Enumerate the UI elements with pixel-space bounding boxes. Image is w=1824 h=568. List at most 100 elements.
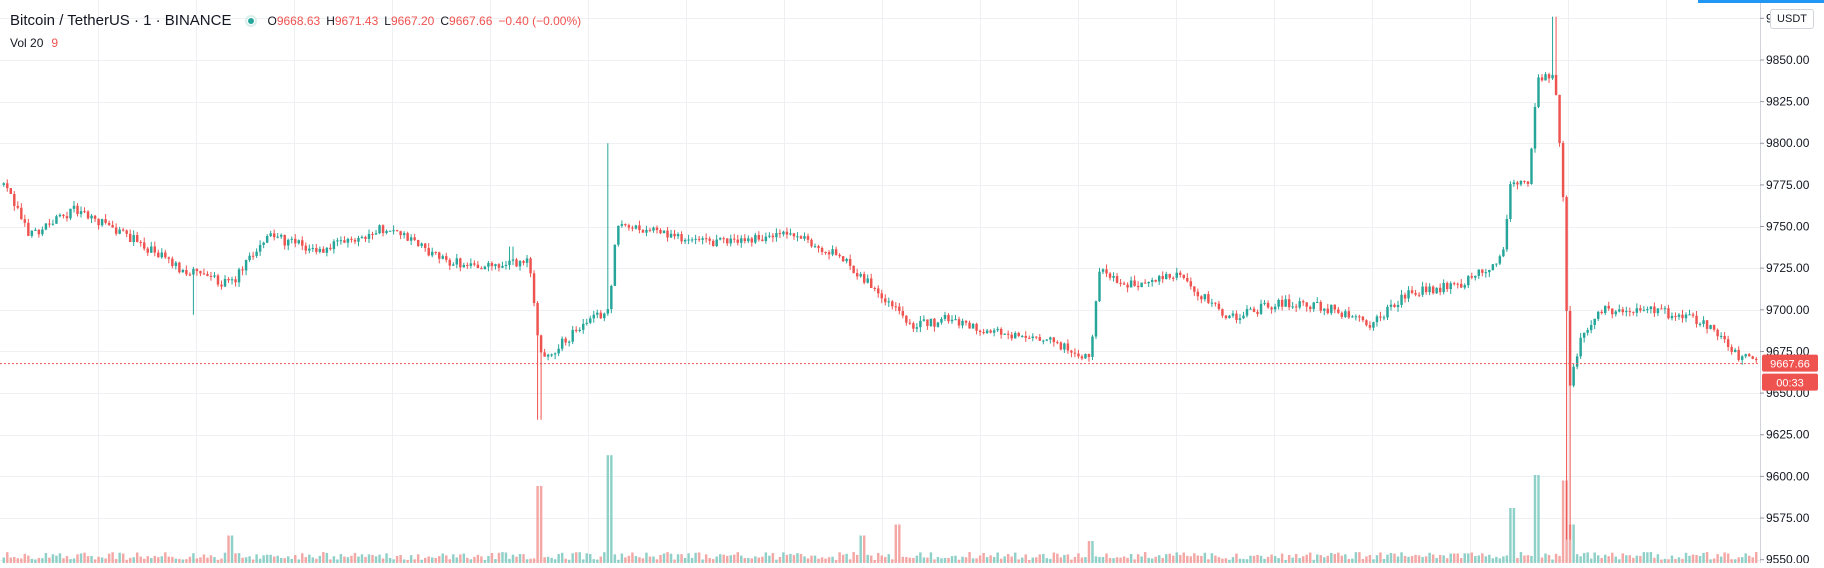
volume-bar	[834, 559, 838, 563]
volume-bar	[272, 556, 276, 563]
candle-body	[1438, 287, 1442, 293]
candle-body	[1277, 299, 1280, 307]
volume-bar	[1115, 557, 1119, 563]
volume-bar	[1477, 555, 1481, 563]
candle-body	[1003, 333, 1006, 335]
candle-body	[318, 248, 322, 252]
symbol-title[interactable]: Bitcoin / TetherUS · 1 · BINANCE	[10, 12, 232, 29]
volume-bar	[603, 552, 606, 563]
volume-label[interactable]: Vol 20	[10, 36, 44, 50]
candle-body	[357, 238, 360, 242]
volume-bar	[86, 556, 90, 563]
candle-body	[153, 246, 157, 253]
candle-body	[157, 252, 160, 258]
volume-bar	[1245, 559, 1249, 563]
candle-body	[1607, 305, 1610, 309]
candle-body	[1558, 94, 1561, 143]
volume-bar	[957, 559, 961, 563]
candle-body	[139, 241, 142, 243]
candle-body	[736, 239, 739, 243]
volume-legend[interactable]: Vol 20 9	[10, 36, 58, 50]
candle-body	[497, 264, 501, 268]
candle-body	[1737, 349, 1740, 360]
candle-body	[1059, 342, 1063, 350]
volume-bar	[294, 555, 297, 563]
volume-bar	[1614, 556, 1617, 563]
volume-bar	[290, 558, 293, 563]
candle-body	[1410, 290, 1414, 293]
volume-bar	[1628, 555, 1632, 563]
candle-body	[1386, 306, 1389, 318]
volume-bar	[1351, 558, 1354, 563]
candle-body	[294, 238, 297, 244]
candle-body	[1028, 337, 1031, 339]
volume-bar	[936, 557, 940, 563]
candle-body	[985, 330, 989, 333]
volume-bar	[989, 555, 992, 563]
candle-body	[1094, 301, 1098, 337]
candle-body	[171, 258, 174, 266]
volume-bar	[750, 558, 754, 563]
volume-bar	[736, 552, 739, 563]
volume-bar	[1456, 553, 1459, 563]
candle-body	[1431, 286, 1435, 294]
volume-bar	[508, 558, 511, 563]
market-status-icon[interactable]	[245, 14, 258, 27]
currency-button[interactable]: USDT	[1770, 9, 1814, 29]
volume-bar	[1737, 557, 1740, 563]
volume-bar	[971, 558, 975, 563]
candle-body	[459, 258, 462, 268]
candle-body	[150, 246, 153, 253]
volume-bar	[982, 552, 985, 563]
candle-body	[690, 239, 694, 241]
volume-bar	[567, 559, 571, 563]
volume-bar	[143, 558, 146, 563]
candle-body	[395, 230, 399, 232]
candle-body	[989, 330, 992, 333]
candle-body	[76, 205, 79, 215]
candle-body	[1368, 325, 1372, 328]
volume-bar	[1024, 554, 1027, 563]
candle-body	[1681, 314, 1684, 319]
candle-body	[1495, 263, 1498, 265]
candle-body	[1091, 336, 1094, 357]
volume-bar	[1080, 557, 1084, 563]
candle-body	[1038, 337, 1042, 341]
volume-bar	[248, 556, 251, 563]
volume-bar	[346, 557, 350, 563]
candle-body	[199, 271, 202, 274]
candle-body	[445, 256, 448, 260]
volume-bar	[1389, 552, 1393, 563]
candle-body	[620, 224, 624, 226]
candle-body	[1126, 284, 1129, 288]
series-legend[interactable]: Bitcoin / TetherUS · 1 · BINANCE O9668.6…	[10, 12, 581, 29]
candle-body	[1484, 272, 1488, 274]
candle-body	[1266, 302, 1270, 308]
price-axis[interactable]: 9875.009850.009825.009800.009775.009750.…	[1760, 0, 1824, 567]
volume-bar	[1537, 475, 1540, 563]
volume-bar	[171, 556, 174, 563]
volume-bar	[841, 554, 845, 563]
countdown-value: 00:33	[1776, 378, 1804, 390]
volume-bar	[1347, 559, 1351, 563]
candle-body	[803, 236, 806, 239]
candle-body	[427, 248, 430, 256]
candle-body	[1691, 314, 1695, 316]
volume-bar	[1196, 555, 1200, 563]
volume-bar	[37, 557, 41, 563]
volume-bar	[887, 554, 891, 563]
volume-bar	[2, 557, 5, 563]
candle-body	[234, 279, 237, 283]
volume-bar	[1094, 556, 1098, 563]
volume-bar	[596, 559, 599, 563]
candle-body	[83, 211, 86, 213]
candle-body	[69, 208, 72, 219]
volume-bar	[1621, 553, 1625, 563]
volume-bar	[406, 559, 409, 563]
candle-body	[673, 233, 676, 237]
candle-body	[336, 240, 339, 242]
volume-bar	[1417, 555, 1421, 563]
volume-bar	[1667, 559, 1670, 563]
